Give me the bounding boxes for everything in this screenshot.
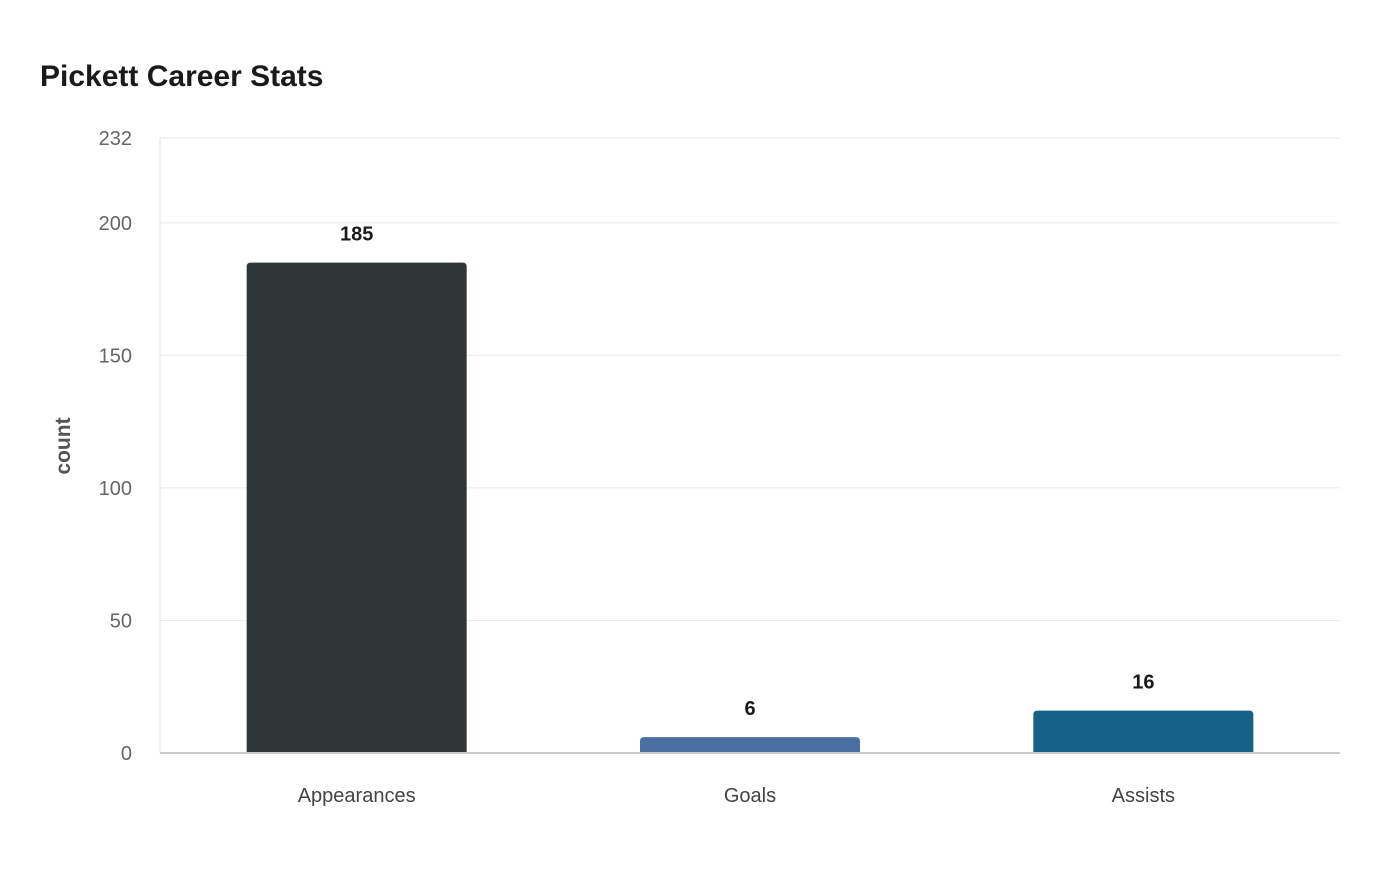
y-tick-label: 50 [110, 610, 132, 632]
data-label: 16 [1132, 672, 1154, 694]
chart-title: Pickett Career Stats [40, 60, 324, 93]
y-axis-label: count [52, 417, 75, 474]
y-tick-label: 0 [121, 743, 132, 765]
bar-goals [640, 737, 860, 753]
bar-assists [1033, 710, 1254, 753]
data-label: 6 [744, 698, 755, 720]
x-tick-label: Goals [724, 785, 776, 807]
x-tick-label: Assists [1112, 785, 1175, 807]
y-tick-label: 232 [99, 128, 132, 150]
y-tick-label: 100 [99, 478, 132, 500]
bar-appearances [246, 262, 467, 753]
x-tick-label: Appearances [298, 785, 416, 807]
y-tick-label: 150 [99, 345, 132, 367]
y-tick-label: 200 [99, 213, 132, 235]
data-label: 185 [340, 224, 373, 246]
